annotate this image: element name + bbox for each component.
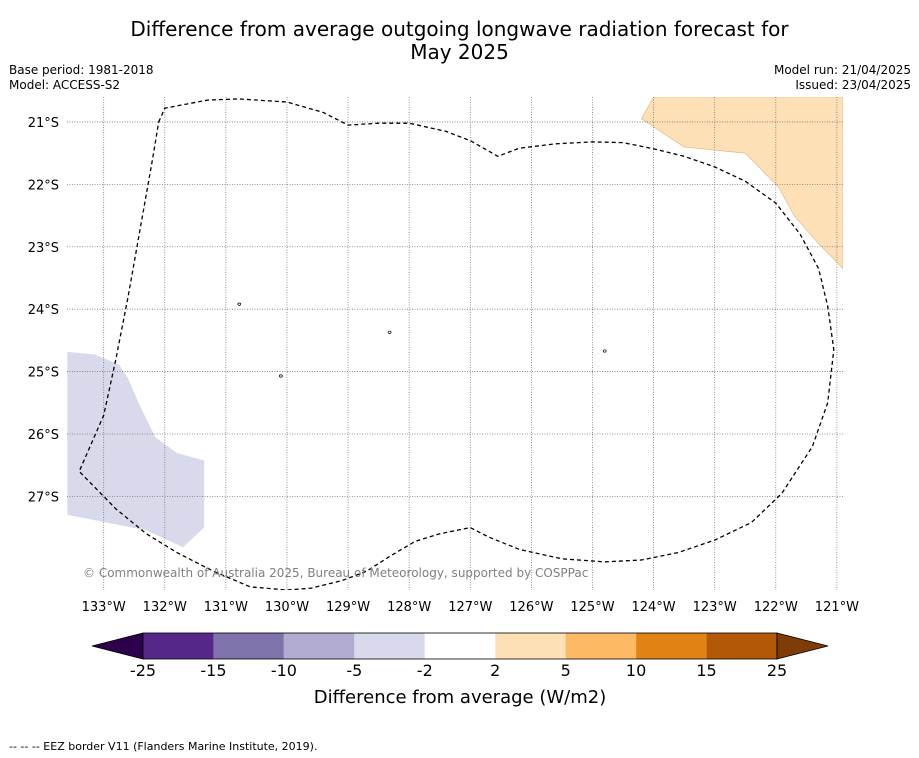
colorbar-over-arrow	[776, 632, 829, 660]
lon-tick-label: 132°W	[143, 600, 187, 615]
lon-tick-label: 121°W	[815, 600, 859, 615]
colorbar-segment	[565, 633, 637, 659]
colorbar-under-arrow	[91, 632, 144, 660]
lon-tick-label: 128°W	[387, 600, 431, 615]
title-line-2: May 2025	[410, 40, 509, 64]
lat-tick-label: 22°S	[28, 178, 59, 193]
model-run: Model run: 21/04/2025	[773, 63, 911, 77]
colorbar-tick-label: 2	[490, 661, 500, 680]
colorbar-tick-label: -2	[417, 661, 433, 680]
lat-tick-label: 26°S	[28, 428, 59, 443]
colorbar-segment	[283, 633, 355, 659]
copyright-notice: © Commonwealth of Australia 2025, Bureau…	[83, 566, 588, 580]
right-metadata: Model run: 21/04/2025 Issued: 23/04/2025	[774, 63, 911, 93]
colorbar-segment	[495, 633, 566, 659]
lon-tick-label: 124°W	[631, 600, 675, 615]
colorbar-segment	[706, 633, 777, 659]
colorbar-tick-label: -25	[130, 661, 156, 680]
model-name: Model: ACCESS-S2	[9, 78, 121, 92]
lon-tick-label: 131°W	[204, 600, 248, 615]
lon-tick-label: 126°W	[509, 600, 553, 615]
colorbar-frame	[142, 632, 778, 660]
colorbar-segment	[354, 633, 425, 659]
lon-tick-label: 123°W	[693, 600, 737, 615]
anomaly-region-1	[67, 351, 205, 548]
island-1	[387, 330, 392, 334]
chart-title: Difference from average outgoing longwav…	[0, 18, 919, 64]
colorbar-tick-label: -15	[200, 661, 226, 680]
map-content	[67, 97, 843, 590]
colorbar-tick-label: -10	[271, 661, 297, 680]
colorbar-tick-label: 15	[696, 661, 716, 680]
colorbar-tick-label: 5	[561, 661, 571, 680]
lon-tick-label: 130°W	[265, 600, 309, 615]
colorbar-tick-label: 25	[767, 661, 787, 680]
lat-tick-label: 21°S	[28, 116, 59, 131]
lat-tick-label: 27°S	[28, 490, 59, 505]
lon-tick-label: 133°W	[82, 600, 126, 615]
island-0	[237, 302, 242, 306]
island-2	[602, 349, 607, 353]
lon-tick-label: 129°W	[326, 600, 370, 615]
lon-tick-label: 122°W	[754, 600, 798, 615]
map-area: © Commonwealth of Australia 2025, Bureau…	[28, 97, 859, 615]
colorbar-segment	[213, 633, 284, 659]
lat-tick-label: 23°S	[28, 241, 59, 256]
footer-note: -- -- -- EEZ border V11 (Flanders Marine…	[9, 740, 318, 753]
left-metadata: Base period: 1981-2018 Model: ACCESS-S2	[9, 63, 154, 93]
colorbar-tick-label: 10	[626, 661, 646, 680]
colorbar-segment	[636, 633, 707, 659]
eez-border	[78, 98, 835, 590]
lon-tick-label: 127°W	[448, 600, 492, 615]
anomaly-region-0	[641, 97, 843, 270]
lat-tick-label: 24°S	[28, 303, 59, 318]
colorbar-label: Difference from average (W/m2)	[314, 687, 606, 708]
title-line-1: Difference from average outgoing longwav…	[130, 17, 789, 41]
issued-date: Issued: 23/04/2025	[795, 78, 911, 92]
colorbar-tick-label: -5	[346, 661, 362, 680]
lat-tick-label: 25°S	[28, 366, 59, 381]
lon-tick-label: 125°W	[570, 600, 614, 615]
island-3	[279, 374, 283, 378]
base-period: Base period: 1981-2018	[9, 63, 154, 77]
colorbar-segment	[143, 633, 214, 659]
colorbar-segment	[424, 633, 496, 659]
